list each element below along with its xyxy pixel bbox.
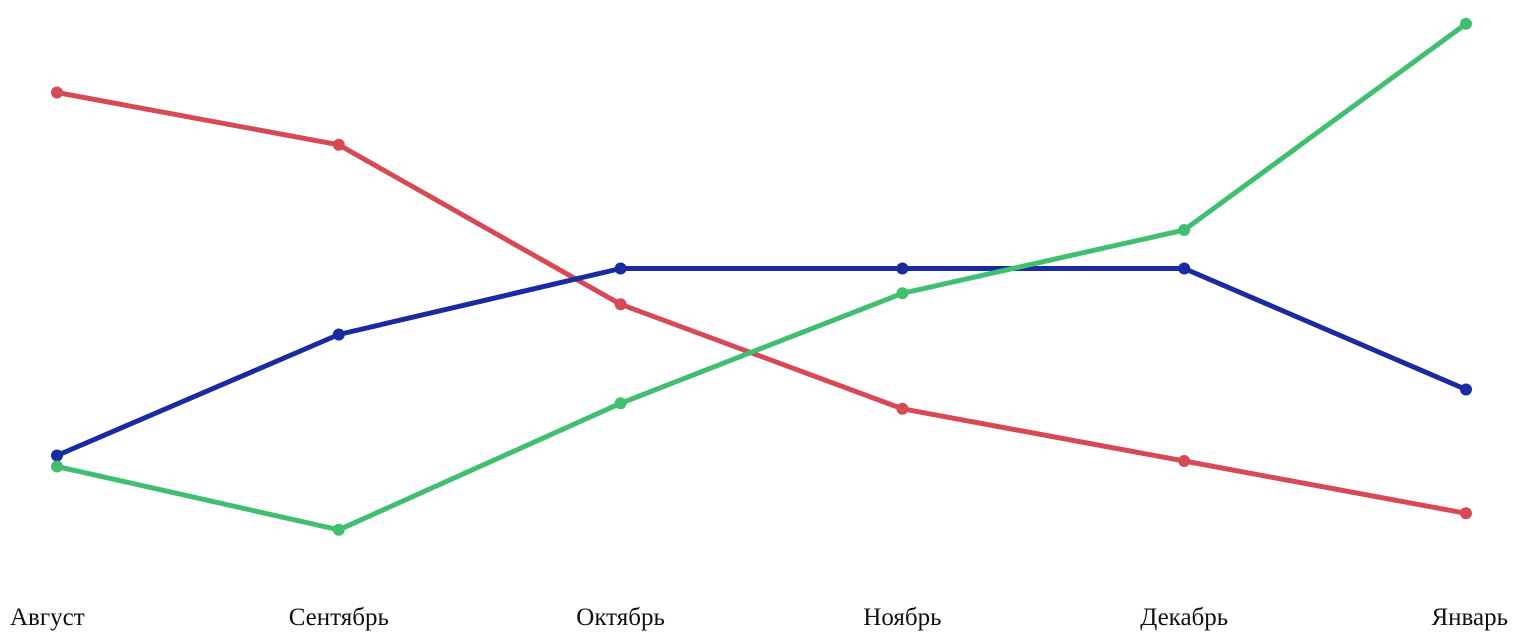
category-labels: Август Сентябрь Октябрь Ноябрь Декабрь Я… [10, 604, 1508, 631]
data-point-2-5 [1460, 17, 1472, 30]
category-label-1: Сентябрь [289, 604, 389, 631]
data-point-0-3 [896, 402, 909, 415]
category-label-0: Август [10, 604, 85, 631]
data-point-1-0 [51, 449, 63, 462]
data-point-1-1 [332, 328, 345, 341]
data-point-1-2 [614, 262, 627, 275]
category-label-2: Октябрь [576, 604, 665, 631]
data-point-2-0 [51, 460, 63, 473]
series-line-2 [54, 21, 1469, 533]
series-line-0 [54, 90, 1469, 516]
category-label-3: Ноябрь [863, 604, 941, 631]
data-point-0-1 [332, 138, 345, 151]
series-layer [51, 17, 1472, 536]
data-point-2-1 [332, 523, 345, 536]
data-point-1-3 [896, 262, 909, 275]
data-point-2-4 [1178, 224, 1191, 236]
data-point-0-4 [1178, 455, 1191, 467]
series-0 [51, 86, 1472, 520]
data-point-2-2 [614, 397, 627, 410]
data-point-1-5 [1460, 383, 1472, 396]
data-point-0-5 [1460, 507, 1472, 520]
data-point-1-4 [1178, 262, 1191, 275]
series-line-1 [54, 266, 1469, 458]
category-label-5: Январь [1431, 604, 1508, 631]
category-label-4: Декабрь [1140, 604, 1228, 631]
series-1 [51, 262, 1472, 462]
data-point-0-2 [614, 298, 627, 311]
series-2 [51, 17, 1472, 536]
data-point-2-3 [896, 287, 909, 300]
data-point-0-0 [51, 86, 63, 99]
